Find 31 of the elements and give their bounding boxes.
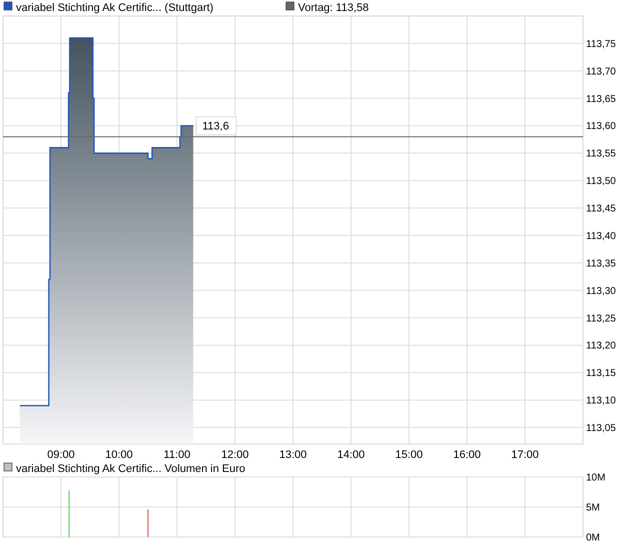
y-tick-label: 113,60	[586, 121, 616, 132]
x-tick-label: 09:00	[47, 449, 75, 461]
y-tick-label: 0M	[586, 532, 600, 544]
legend-label: variabel Stichting Ak Certific... (Stuttgart)	[16, 2, 214, 14]
y-tick-label: 113,70	[586, 66, 616, 78]
y-tick-label: 113,40	[586, 230, 616, 242]
y-tick-label: 113,30	[586, 286, 616, 297]
legend-label: Vortag: 113,58	[298, 2, 369, 14]
annotation: 113,6	[202, 120, 229, 133]
y-tick-label: 113,35	[586, 258, 616, 270]
x-tick-label: 13:00	[279, 449, 307, 461]
y-tick-label: 113,65	[586, 94, 616, 105]
y-tick-label: 113,50	[586, 176, 616, 188]
y-tick-label: 113,20	[586, 340, 616, 352]
y-tick-label: 5M	[586, 502, 600, 514]
y-tick-label: 113,25	[586, 313, 616, 324]
y-tick-label: 113,55	[586, 148, 616, 160]
x-tick-label: 14:00	[337, 449, 365, 461]
y-tick-label: 113,15	[586, 368, 616, 380]
x-tick-label: 10:00	[105, 449, 133, 461]
x-tick-label: 12:00	[221, 449, 249, 461]
y-tick-label: 113,10	[586, 396, 616, 407]
y-tick-label: 113,75	[586, 38, 616, 50]
x-tick-label: 15:00	[395, 449, 423, 461]
x-tick-label: 16:00	[453, 449, 481, 461]
x-tick-label: 11:00	[164, 449, 190, 461]
y-tick-label: 113,05	[586, 423, 616, 434]
chart-title: variabel Stichting Ak Certific... Volumen in Euro	[16, 462, 246, 475]
y-tick-label: 10M	[586, 472, 606, 484]
y-tick-label: 113,45	[586, 204, 616, 215]
x-tick-label: 17:00	[511, 449, 539, 461]
